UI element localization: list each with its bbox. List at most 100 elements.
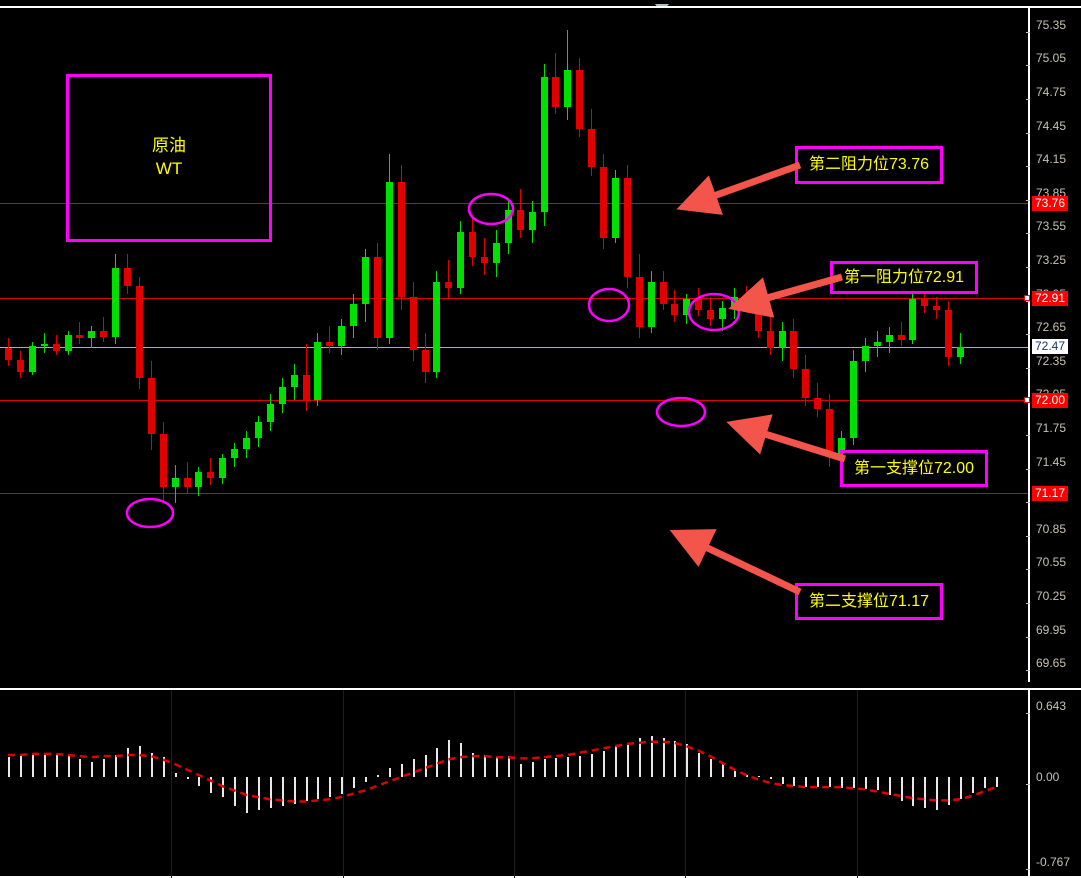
indicator-tick: -0.767 (1025, 855, 1070, 876)
histogram-bar (805, 777, 808, 788)
candle-wick (900, 321, 902, 347)
candle-body (207, 471, 215, 479)
histogram-bar (495, 757, 498, 778)
candle-wick (186, 461, 188, 495)
candle-body (147, 377, 155, 434)
histogram-bar (638, 738, 641, 778)
level-handle[interactable] (1024, 397, 1030, 403)
price-tag-73.76[interactable]: 73.76 (1032, 195, 1069, 211)
histogram-bar (710, 759, 713, 778)
symbol-label-box: 原油 WT (66, 74, 272, 242)
histogram-bar (138, 746, 141, 778)
candle-body (100, 330, 108, 338)
indicator-tick: 0.00 (1025, 770, 1059, 791)
histogram-bar (614, 746, 617, 778)
candle-body (600, 167, 607, 238)
histogram-bar (353, 777, 356, 789)
candle-body (278, 386, 286, 405)
candle-body (742, 296, 750, 304)
indicator-gridline (685, 690, 686, 878)
candle-body (957, 347, 964, 358)
candle-body (576, 69, 584, 129)
current-price-line (0, 347, 1028, 349)
candle-body (897, 335, 905, 340)
histogram-bar (472, 752, 475, 778)
candle-body (730, 296, 738, 309)
candle-body (707, 310, 715, 320)
level-handle[interactable] (1024, 295, 1030, 302)
candle-body (171, 478, 179, 488)
candle-body (350, 303, 358, 327)
histogram-bar (507, 756, 510, 778)
candle-body (802, 368, 810, 398)
histogram-bar (448, 739, 451, 778)
histogram-bar (115, 755, 118, 778)
candle-body (873, 341, 881, 347)
histogram-bar (924, 777, 927, 809)
candle-body (290, 375, 298, 387)
price-axis-separator (1028, 6, 1030, 682)
symbol-name-line2: WT (155, 159, 183, 178)
histogram-bar (269, 777, 272, 809)
current-price-tag[interactable]: 72.47 (1032, 339, 1069, 355)
annotation-label: 第二阻力位73.76 (795, 146, 943, 184)
histogram-bar (876, 777, 879, 791)
price-tick: 75.05 (1025, 51, 1066, 72)
annotation-label: 第一支撑位72.00 (840, 450, 988, 487)
candle-body (528, 211, 536, 230)
histogram-bar (305, 777, 308, 802)
candle-wick (329, 326, 331, 353)
histogram-bar (519, 763, 522, 778)
histogram-bar (971, 777, 974, 793)
histogram-bar (67, 753, 70, 778)
histogram-bar (829, 777, 832, 788)
histogram-bar (79, 759, 82, 778)
histogram-bar (162, 757, 165, 778)
histogram-bar (781, 777, 784, 784)
price-tick: 74.15 (1025, 152, 1066, 173)
histogram-bar (531, 761, 534, 778)
histogram-bar (995, 777, 998, 788)
price-tick: 73.25 (1025, 253, 1066, 274)
price-tag-72.91[interactable]: 72.91 (1032, 291, 1069, 307)
candle-body (695, 299, 703, 311)
indicator-axis-separator (1028, 688, 1030, 878)
histogram-bar (341, 777, 344, 794)
price-tick: 75.35 (1025, 18, 1066, 39)
histogram-bar (912, 777, 915, 806)
candle-body (445, 282, 453, 288)
candle-body (183, 478, 191, 488)
candle-body (112, 267, 120, 338)
histogram-bar (698, 752, 701, 778)
candle-body (564, 69, 572, 107)
candle-body (540, 77, 548, 212)
histogram-bar (246, 777, 248, 813)
price-tick: 69.95 (1025, 623, 1066, 644)
symbol-name-line1: 原油 (152, 136, 186, 156)
histogram-bar (864, 777, 867, 790)
candle-body (683, 299, 691, 315)
candle-body (790, 330, 798, 369)
candle-body (921, 299, 929, 306)
price-tag-72.00[interactable]: 72.00 (1032, 393, 1069, 408)
price-tick: 72.35 (1025, 354, 1066, 375)
level-line-71.17 (0, 492, 1028, 494)
histogram-bar (793, 777, 796, 786)
histogram-bar (817, 777, 820, 788)
candle-body (159, 433, 167, 488)
candle-body (433, 282, 441, 372)
candle-body (16, 359, 24, 372)
histogram-bar (745, 774, 748, 778)
indicator-tick: 0.643 (1025, 699, 1066, 720)
price-chart-panel[interactable] (0, 6, 1081, 682)
candle-body (40, 344, 48, 347)
indicator-panel[interactable] (0, 688, 1081, 878)
candle-body (885, 335, 893, 342)
candle-wick (103, 317, 105, 342)
price-tick: 73.55 (1025, 219, 1066, 240)
histogram-bar (186, 777, 189, 780)
price-tag-71.17[interactable]: 71.17 (1032, 485, 1069, 501)
histogram-bar (757, 776, 760, 778)
candle-body (623, 178, 631, 277)
price-tick: 74.75 (1025, 85, 1066, 106)
